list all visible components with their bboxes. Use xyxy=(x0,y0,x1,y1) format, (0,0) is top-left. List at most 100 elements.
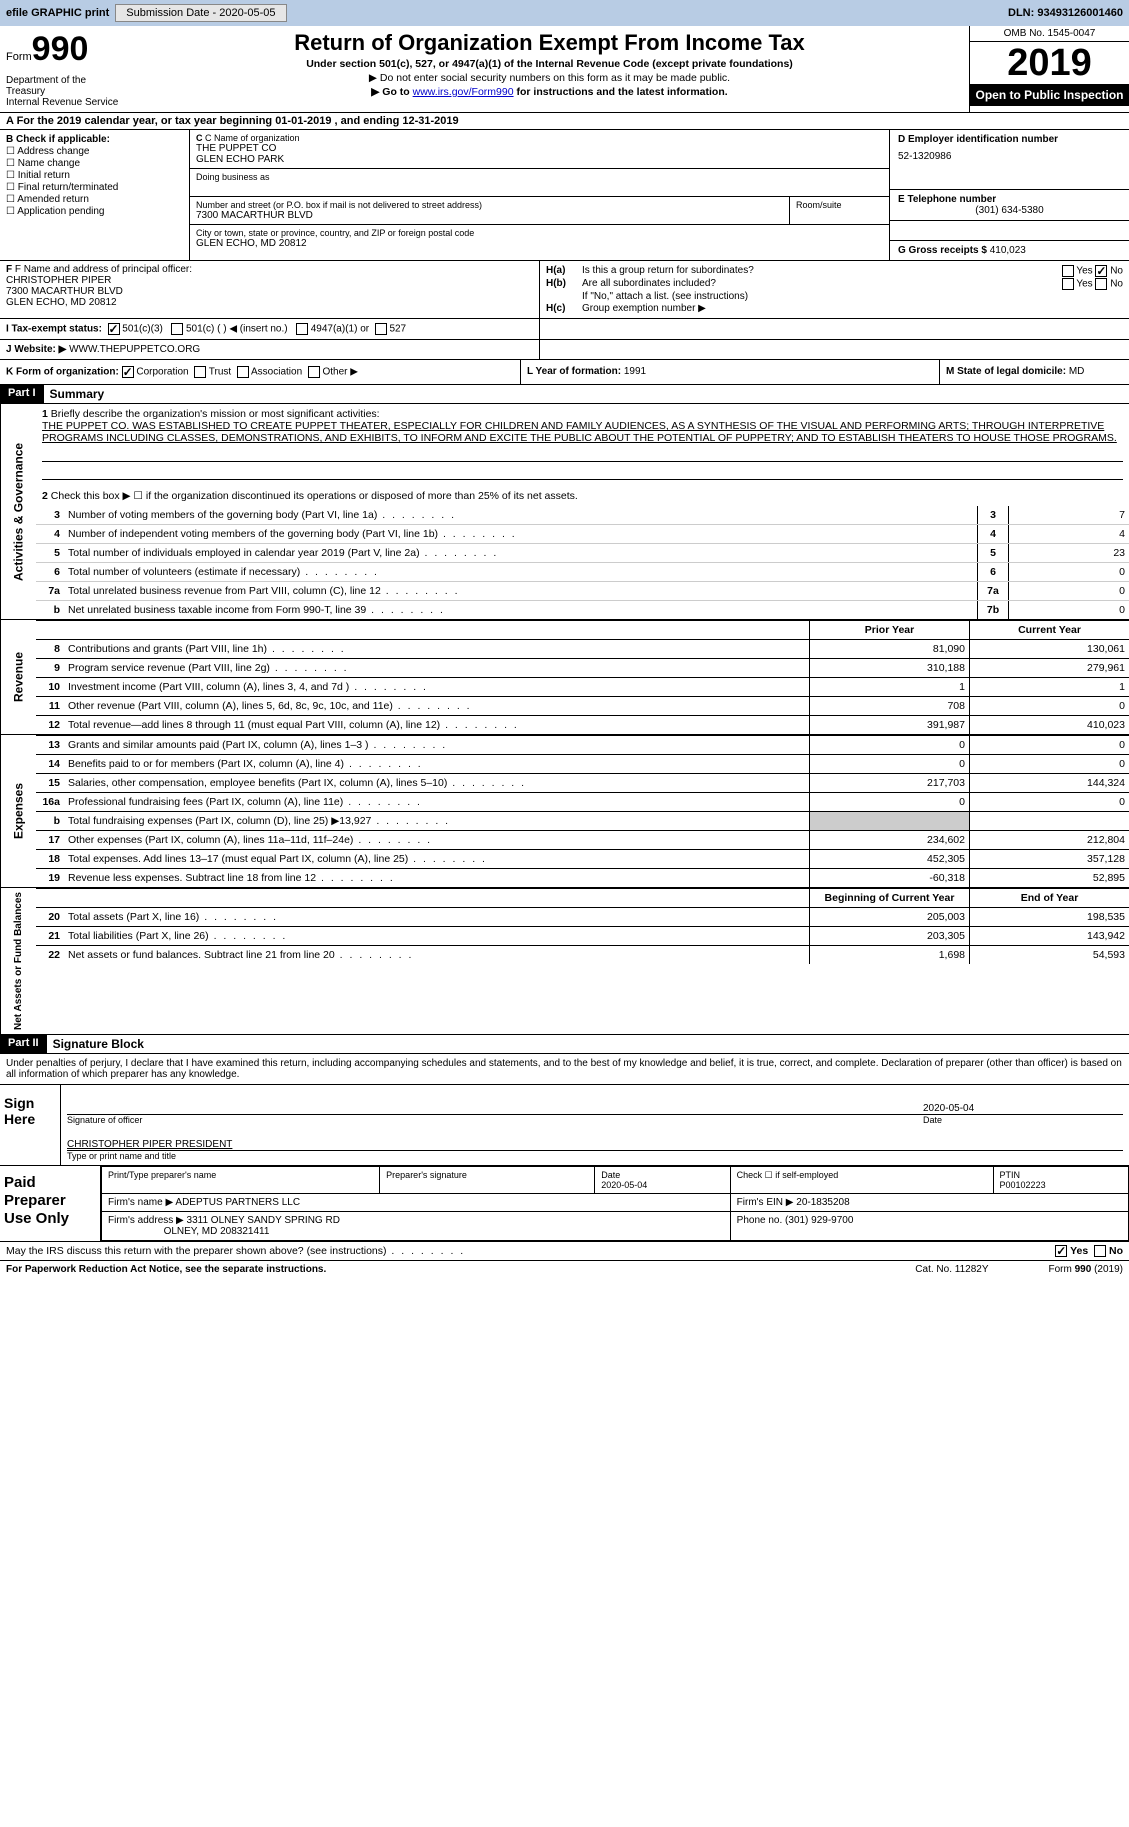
dln-label: DLN: 93493126001460 xyxy=(1008,7,1123,19)
line-num: 8 xyxy=(36,640,64,658)
current-year-value: 198,535 xyxy=(969,908,1129,926)
two-col-line: 13 Grants and similar amounts paid (Part… xyxy=(36,735,1129,754)
prior-year-value: 217,703 xyxy=(809,774,969,792)
line-value: 4 xyxy=(1009,525,1129,543)
omb-number: OMB No. 1545-0047 xyxy=(970,26,1129,42)
prep-sig-label: Preparer's signature xyxy=(380,1167,595,1194)
chk-assoc[interactable] xyxy=(237,366,249,378)
title-box: Return of Organization Exempt From Incom… xyxy=(130,26,969,112)
chk-trust[interactable] xyxy=(194,366,206,378)
prior-year-value: 452,305 xyxy=(809,850,969,868)
current-year-value: 357,128 xyxy=(969,850,1129,868)
chk-address-change[interactable]: ☐ Address change xyxy=(6,146,183,157)
two-col-line: 10 Investment income (Part VIII, column … xyxy=(36,677,1129,696)
prior-year-value: 0 xyxy=(809,755,969,773)
hdr-current-year: Current Year xyxy=(969,621,1129,639)
current-year-value: 279,961 xyxy=(969,659,1129,677)
chk-4947[interactable] xyxy=(296,323,308,335)
two-col-line: 15 Salaries, other compensation, employe… xyxy=(36,773,1129,792)
hb-yes-checkbox[interactable] xyxy=(1062,278,1074,290)
name-title-label: Type or print name and title xyxy=(67,1151,1123,1161)
ha-yes-checkbox[interactable] xyxy=(1062,265,1074,277)
current-year-value: 212,804 xyxy=(969,831,1129,849)
k-label: K Form of organization: xyxy=(6,367,119,378)
prior-year-value: 310,188 xyxy=(809,659,969,677)
line-num: b xyxy=(36,812,64,830)
chk-final-return[interactable]: ☐ Final return/terminated xyxy=(6,182,183,193)
line-num: 11 xyxy=(36,697,64,715)
current-year-value: 0 xyxy=(969,755,1129,773)
line-num: 7a xyxy=(36,582,64,600)
line-num: 20 xyxy=(36,908,64,926)
prior-year-value: -60,318 xyxy=(809,869,969,887)
summary-line: 3 Number of voting members of the govern… xyxy=(36,506,1129,524)
prior-year-value: 1,698 xyxy=(809,946,969,964)
chk-amended[interactable]: ☐ Amended return xyxy=(6,194,183,205)
website-url: WWW.THEPUPPETCO.ORG xyxy=(69,344,200,355)
line-num: 18 xyxy=(36,850,64,868)
line-num: 17 xyxy=(36,831,64,849)
line-text: Investment income (Part VIII, column (A)… xyxy=(64,678,809,696)
prep-chk-label: Check ☐ if self-employed xyxy=(730,1167,993,1194)
l1-label: Briefly describe the organization's miss… xyxy=(51,408,380,420)
officer-label: F Name and address of principal officer: xyxy=(15,264,192,275)
irs-yes-checkbox[interactable] xyxy=(1055,1245,1067,1257)
summary-line: 4 Number of independent voting members o… xyxy=(36,524,1129,543)
chk-name-change[interactable]: ☐ Name change xyxy=(6,158,183,169)
chk-501c[interactable] xyxy=(171,323,183,335)
ptin-cell: PTINP00102223 xyxy=(993,1167,1128,1194)
box-l: L Year of formation: 1991 xyxy=(520,360,939,384)
firm-ein-cell: Firm's EIN ▶ 20-1835208 xyxy=(730,1194,1128,1212)
city-label: City or town, state or province, country… xyxy=(196,228,883,238)
submission-date-button[interactable]: Submission Date - 2020-05-05 xyxy=(115,4,286,22)
tel-label: E Telephone number xyxy=(898,194,1121,205)
note-2-post: for instructions and the latest informat… xyxy=(514,86,728,98)
city-state-zip: GLEN ECHO, MD 20812 xyxy=(196,238,883,249)
two-col-line: 20 Total assets (Part X, line 16) 205,00… xyxy=(36,907,1129,926)
current-year-value xyxy=(969,812,1129,830)
line-text: Total liabilities (Part X, line 26) xyxy=(64,927,809,945)
chk-initial-return[interactable]: ☐ Initial return xyxy=(6,170,183,181)
two-col-line: 9 Program service revenue (Part VIII, li… xyxy=(36,658,1129,677)
two-col-line: 14 Benefits paid to or for members (Part… xyxy=(36,754,1129,773)
line-num: 16a xyxy=(36,793,64,811)
firm-phone-cell: Phone no. (301) 929-9700 xyxy=(730,1212,1128,1241)
department-label: Department of the Treasury Internal Reve… xyxy=(6,75,124,108)
l-label: L Year of formation: xyxy=(527,366,621,377)
line-num: 21 xyxy=(36,927,64,945)
part1-badge: Part I xyxy=(0,385,44,403)
org-name-box: C C Name of organization THE PUPPET CO G… xyxy=(190,130,889,169)
irs-no-checkbox[interactable] xyxy=(1094,1245,1106,1257)
box-k: K Form of organization: Corporation Trus… xyxy=(0,360,520,384)
chk-527[interactable] xyxy=(375,323,387,335)
two-col-line: 19 Revenue less expenses. Subtract line … xyxy=(36,868,1129,887)
two-col-line: 12 Total revenue—add lines 8 through 11 … xyxy=(36,715,1129,734)
exp-lines: 13 Grants and similar amounts paid (Part… xyxy=(36,735,1129,887)
open-inspection: Open to Public Inspection xyxy=(970,84,1129,106)
firm-name-cell: Firm's name ▶ ADEPTUS PARTNERS LLC xyxy=(102,1194,731,1212)
paid-preparer-block: Paid Preparer Use Only Print/Type prepar… xyxy=(0,1166,1129,1242)
line-text: Total assets (Part X, line 16) xyxy=(64,908,809,926)
prior-year-value: 81,090 xyxy=(809,640,969,658)
prior-year-value: 708 xyxy=(809,697,969,715)
chk-other[interactable] xyxy=(308,366,320,378)
room-suite-box: Room/suite xyxy=(789,197,889,225)
chk-pending[interactable]: ☐ Application pending xyxy=(6,206,183,217)
line-text: Number of voting members of the governin… xyxy=(64,506,977,524)
chk-501c3[interactable] xyxy=(108,323,120,335)
hb-no-checkbox[interactable] xyxy=(1095,278,1107,290)
prior-year-value: 203,305 xyxy=(809,927,969,945)
note-1: ▶ Do not enter social security numbers o… xyxy=(134,72,965,84)
officer-name-title: CHRISTOPHER PIPER PRESIDENT xyxy=(67,1139,1123,1150)
part2-header-row: Part II Signature Block xyxy=(0,1035,1129,1054)
ag-lines: 1 Briefly describe the organization's mi… xyxy=(36,404,1129,619)
line-num: b xyxy=(36,601,64,619)
irs-link[interactable]: www.irs.gov/Form990 xyxy=(413,86,514,98)
line-ref: 6 xyxy=(977,563,1009,581)
line-text: Number of independent voting members of … xyxy=(64,525,977,543)
line-text: Total fundraising expenses (Part IX, col… xyxy=(64,812,809,830)
chk-corp[interactable] xyxy=(122,366,134,378)
ha-no-checkbox[interactable] xyxy=(1095,265,1107,277)
box-h-continue xyxy=(540,319,1129,339)
summary-line: 6 Total number of volunteers (estimate i… xyxy=(36,562,1129,581)
